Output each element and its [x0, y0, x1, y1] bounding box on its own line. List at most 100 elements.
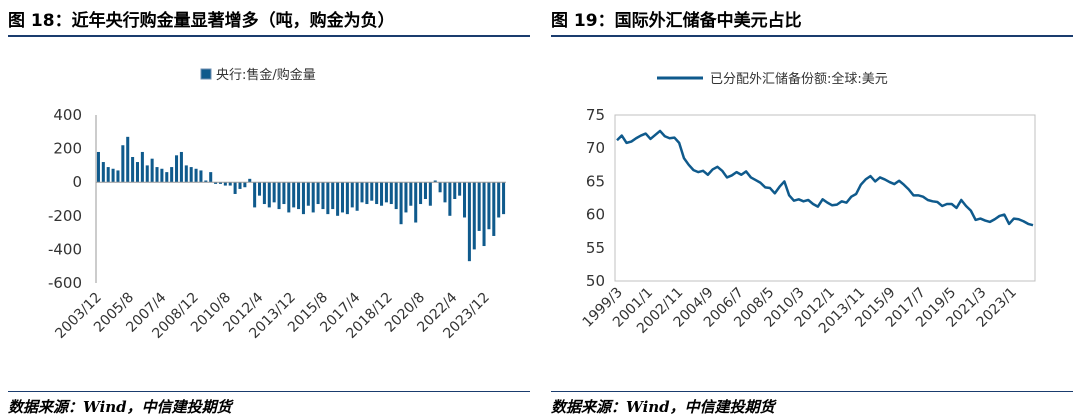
left-bar	[301, 182, 305, 215]
left-bar	[487, 182, 491, 230]
left-bar	[394, 182, 398, 210]
left-bar	[184, 165, 188, 183]
left-bar	[199, 170, 203, 183]
left-y-tick-label: 400	[53, 106, 82, 124]
left-bar	[443, 182, 447, 203]
left-y-tick-label: 0	[72, 173, 82, 191]
right-y-tick-label: 65	[586, 172, 605, 190]
left-bar	[126, 136, 130, 183]
left-bar	[311, 182, 315, 213]
left-bar	[345, 182, 349, 215]
right-y-tick-label: 60	[586, 206, 605, 224]
right-x-axis: 1999/32001/12002/112004/92006/72008/5201…	[580, 285, 1020, 337]
left-bar	[477, 182, 481, 231]
left-bar	[399, 182, 403, 225]
left-bar	[145, 165, 149, 183]
left-bar	[258, 182, 262, 196]
left-bar	[272, 182, 276, 203]
right-legend-label: 已分配外汇储备份额:全球:美元	[710, 71, 888, 87]
left-x-axis: 2003/122005/82007/42008/122010/82012/420…	[52, 289, 492, 342]
right-chart-title: 图 19：国际外汇储备中美元占比	[551, 11, 802, 31]
left-bar	[204, 180, 208, 183]
left-bar	[140, 151, 144, 183]
left-bar	[160, 168, 164, 183]
left-bar	[228, 182, 232, 186]
left-bar	[135, 162, 139, 183]
left-bar	[316, 182, 320, 205]
left-bar	[472, 182, 476, 250]
left-bar	[360, 182, 364, 203]
left-bar	[326, 182, 330, 215]
left-bar	[253, 182, 257, 208]
left-bar	[282, 182, 286, 205]
left-bar	[467, 182, 471, 262]
left-bar	[214, 182, 218, 184]
left-bar	[297, 182, 301, 210]
left-bar	[380, 182, 384, 206]
left-bar	[350, 182, 354, 208]
left-bar	[419, 182, 423, 205]
left-bar	[428, 182, 432, 206]
left-legend-swatch	[200, 68, 212, 80]
left-y-tick-label: -400	[48, 240, 82, 258]
left-bar	[409, 182, 413, 206]
right-y-tick-label: 50	[586, 272, 605, 290]
left-bar	[179, 151, 183, 183]
left-bar	[218, 182, 222, 184]
right-plot-frame	[614, 114, 1036, 282]
left-bar	[170, 167, 174, 183]
left-bar	[150, 158, 154, 183]
right-y-axis: 75 70 65 60 55 50	[586, 106, 605, 290]
right-source-note: 数据来源：Wind，中信建投期货	[551, 398, 775, 416]
left-bar	[248, 178, 252, 183]
left-bar	[238, 182, 242, 189]
left-bar	[336, 182, 340, 216]
left-bar	[458, 182, 462, 196]
left-bar	[502, 182, 506, 215]
left-bars	[96, 136, 506, 262]
left-bar	[389, 182, 393, 205]
left-bar	[331, 182, 335, 210]
left-bar	[453, 182, 457, 199]
left-bar	[292, 182, 296, 208]
left-bar	[194, 168, 198, 183]
right-y-tick-label: 55	[586, 239, 605, 257]
left-title-rule	[8, 35, 530, 37]
right-line-chart: 已分配外汇储备份额:全球:美元 75 70 65 60 55 50 1999/32001/…	[580, 71, 1036, 337]
right-title-rule	[551, 35, 1073, 37]
right-source-rule	[551, 391, 1073, 392]
left-bar	[370, 182, 374, 201]
left-bar	[414, 182, 418, 223]
left-bar	[355, 182, 359, 211]
left-bar	[448, 182, 452, 216]
left-bar-chart: 央行:售金/购金量 400 200 0 -200 -400 -600 2003/12200…	[48, 67, 506, 342]
left-bar	[155, 167, 159, 183]
left-bar	[277, 182, 281, 210]
left-bar	[482, 182, 486, 247]
left-y-tick-label: -600	[48, 274, 82, 292]
left-bar	[223, 182, 227, 186]
left-bar	[433, 180, 437, 183]
left-bar	[340, 182, 344, 213]
left-bar	[121, 145, 125, 183]
left-bar	[209, 172, 213, 183]
left-bar	[111, 168, 115, 183]
left-bar	[287, 182, 291, 213]
left-y-tick-label: -200	[48, 207, 82, 225]
left-bar	[423, 182, 427, 199]
left-legend-label: 央行:售金/购金量	[216, 67, 316, 83]
left-bar	[106, 167, 110, 183]
left-bar	[175, 155, 179, 183]
left-source-note: 数据来源：Wind，中信建投期货	[8, 398, 232, 416]
left-bar	[492, 182, 496, 236]
left-bar	[438, 182, 442, 193]
right-series-line	[616, 129, 1034, 227]
left-bar	[116, 170, 120, 183]
left-y-tick-label: 200	[53, 140, 82, 158]
left-bar	[165, 172, 169, 183]
left-bar	[233, 182, 237, 194]
left-bar	[243, 182, 247, 188]
left-bar	[375, 182, 379, 205]
left-bar	[131, 157, 135, 183]
